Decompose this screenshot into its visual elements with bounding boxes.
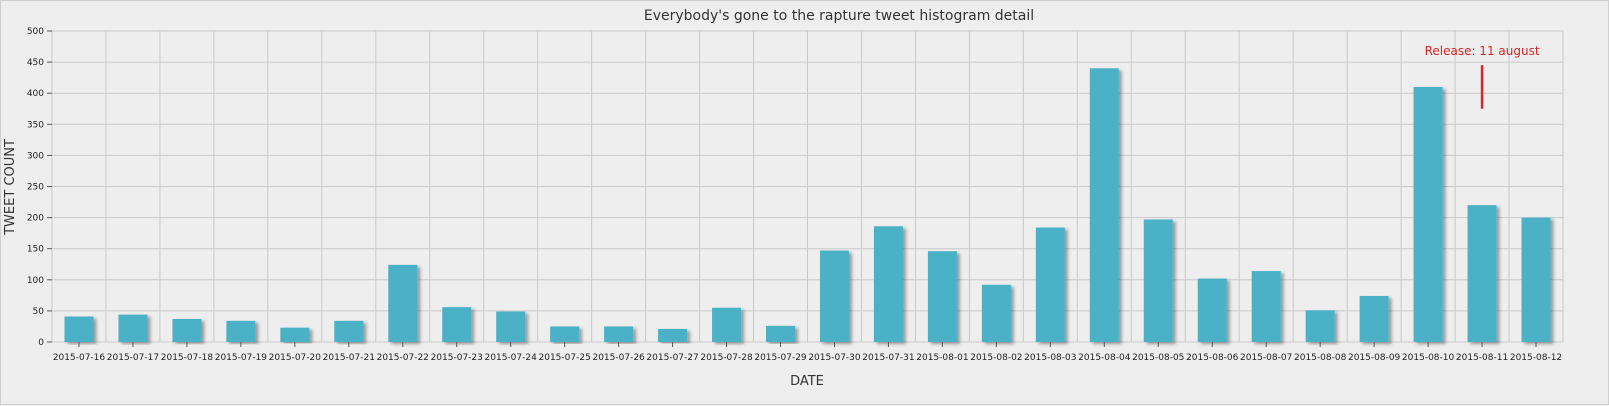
x-tick-label: 2015-08-01: [916, 353, 968, 363]
x-tick-label: 2015-07-22: [377, 353, 429, 363]
bar-2015-07-26: [604, 326, 634, 342]
x-tick-label: 2015-08-02: [970, 353, 1022, 363]
x-tick-label: 2015-07-26: [592, 353, 645, 363]
bar-2015-08-06: [1197, 278, 1227, 342]
y-tick-label: 150: [27, 245, 44, 255]
x-tick-label: 2015-07-23: [431, 353, 483, 363]
bar-2015-07-16: [64, 316, 94, 342]
bar-2015-07-25: [550, 326, 580, 342]
x-tick-label: 2015-07-25: [539, 353, 591, 363]
bar-2015-07-30: [819, 250, 849, 342]
y-axis-ticks: 0 50 100 150 200 250 300 350 400 450 500: [27, 27, 52, 348]
x-tick-label: 2015-07-28: [700, 353, 753, 363]
bar-2015-08-12: [1521, 217, 1551, 342]
bar-2015-08-05: [1143, 219, 1173, 342]
bar-2015-07-31: [873, 226, 903, 342]
x-tick-label: 2015-08-07: [1240, 353, 1292, 363]
x-tick-label: 2015-07-18: [161, 353, 214, 363]
bar-2015-07-17: [118, 314, 148, 342]
x-tick-label: 2015-08-06: [1186, 353, 1239, 363]
x-axis-title: DATE: [790, 374, 824, 389]
x-tick-label: 2015-08-12: [1510, 353, 1562, 363]
y-tick-label: 250: [27, 183, 44, 193]
y-tick-label: 450: [27, 58, 44, 68]
bar-2015-08-03: [1035, 227, 1065, 342]
y-tick-label: 400: [27, 89, 44, 99]
bar-2015-07-20: [280, 327, 310, 342]
x-tick-label: 2015-07-17: [107, 353, 159, 363]
y-tick-label: 350: [27, 120, 44, 130]
x-tick-label: 2015-07-30: [808, 353, 861, 363]
x-tick-label: 2015-07-31: [862, 353, 914, 363]
y-tick-label: 100: [27, 276, 44, 286]
x-tick-label: 2015-08-04: [1078, 353, 1131, 363]
x-tick-label: 2015-07-21: [323, 353, 375, 363]
x-tick-label: 2015-08-03: [1024, 353, 1076, 363]
x-tick-label: 2015-07-24: [485, 353, 538, 363]
bars: [64, 68, 1551, 342]
release-annotation: Release: 11 august: [1425, 44, 1540, 109]
bar-2015-07-24: [496, 311, 526, 342]
bar-2015-07-28: [712, 307, 742, 342]
bar-2015-07-29: [766, 325, 796, 342]
bar-2015-08-02: [981, 284, 1011, 342]
y-tick-label: 50: [33, 307, 45, 317]
bar-2015-08-09: [1359, 295, 1389, 342]
x-tick-label: 2015-07-20: [269, 353, 322, 363]
x-tick-label: 2015-07-29: [754, 353, 807, 363]
x-tick-label: 2015-07-16: [53, 353, 106, 363]
y-axis-title: TWEET COUNT: [3, 139, 18, 236]
x-tick-label: 2015-08-05: [1132, 353, 1184, 363]
y-tick-label: 300: [27, 151, 44, 161]
x-axis-ticks: 2015-07-16 2015-07-17 2015-07-18 2015-07-19…: [53, 342, 1562, 363]
x-tick-label: 2015-08-09: [1348, 353, 1401, 363]
bar-2015-08-08: [1305, 310, 1335, 342]
grid: [51, 30, 1564, 343]
y-tick-label: 500: [27, 27, 44, 37]
bar-2015-07-18: [172, 318, 202, 342]
x-tick-label: 2015-08-10: [1402, 353, 1455, 363]
x-tick-label: 2015-08-08: [1294, 353, 1347, 363]
x-tick-label: 2015-07-19: [215, 353, 268, 363]
bar-2015-07-22: [388, 264, 418, 342]
bar-2015-08-01: [927, 251, 957, 342]
bar-2015-07-21: [334, 320, 364, 342]
bar-2015-08-07: [1251, 271, 1281, 342]
x-tick-label: 2015-07-27: [646, 353, 698, 363]
bar-2015-08-11: [1467, 205, 1497, 342]
bar-2015-07-19: [226, 320, 256, 342]
bar-2015-07-27: [658, 328, 688, 342]
chart-title: Everybody's gone to the rapture tweet hi…: [644, 8, 1034, 24]
release-annotation-label: Release: 11 august: [1425, 44, 1540, 58]
y-tick-label: 0: [38, 338, 44, 348]
y-tick-label: 200: [27, 214, 44, 224]
bar-2015-07-23: [442, 307, 472, 342]
bar-2015-08-10: [1413, 86, 1443, 342]
bar-2015-08-04: [1089, 68, 1119, 342]
x-tick-label: 2015-08-11: [1456, 353, 1508, 363]
